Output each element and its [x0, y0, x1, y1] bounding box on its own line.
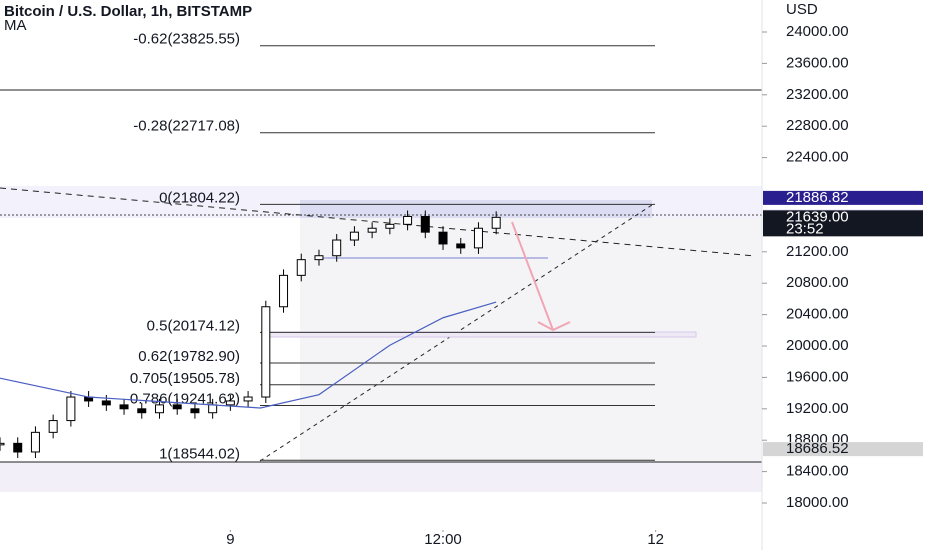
- fib-label: 0(21804.22): [159, 189, 240, 206]
- candle: [137, 408, 147, 414]
- fib-label: -0.28(22717.08): [133, 118, 240, 135]
- candle: [279, 274, 289, 308]
- candle: [438, 231, 448, 245]
- y-tick-label: 19200.00: [786, 400, 849, 417]
- candle: [456, 243, 466, 249]
- candle: [473, 227, 483, 249]
- fib-label: 0.62(19782.90): [138, 348, 240, 365]
- candle: [172, 404, 182, 410]
- candle: [101, 400, 111, 406]
- x-tick-label: 12:00: [424, 531, 462, 548]
- candle: [385, 223, 395, 229]
- candle: [66, 396, 76, 422]
- y-tick-label: 19600.00: [786, 368, 849, 385]
- fib-label: 0.705(19505.78): [130, 370, 240, 387]
- y-tick-label: 20800.00: [786, 274, 849, 291]
- price-label: 18686.52: [786, 440, 849, 457]
- y-tick-label: 24000.00: [786, 23, 849, 40]
- candle: [403, 215, 413, 225]
- candle: [0, 442, 5, 446]
- candle: [314, 255, 324, 261]
- candle: [296, 259, 306, 276]
- candle: [48, 420, 58, 433]
- candle: [367, 227, 377, 233]
- currency-label: USD: [786, 1, 818, 18]
- candle: [190, 408, 200, 414]
- zone-box: [0, 462, 762, 492]
- candle: [119, 404, 129, 410]
- price-label: 21886.82: [786, 189, 849, 206]
- candle: [13, 442, 23, 453]
- fib-label: 0.786(19241.62): [130, 391, 240, 408]
- candle: [154, 404, 164, 414]
- y-tick-label: 20000.00: [786, 337, 849, 354]
- fib-label: 1(18544.02): [159, 445, 240, 462]
- y-tick-label: 22400.00: [786, 149, 849, 166]
- candle: [225, 400, 235, 406]
- x-tick-label: 9: [226, 531, 234, 548]
- ma-line: [0, 301, 497, 409]
- candle: [420, 215, 430, 233]
- candle: [208, 404, 218, 414]
- y-tick-label: 23200.00: [786, 86, 849, 103]
- x-tick-label: 12: [647, 531, 664, 548]
- candle: [30, 431, 40, 453]
- y-tick-label: 23600.00: [786, 54, 849, 71]
- y-tick-label: 18400.00: [786, 463, 849, 480]
- price-label-box: [763, 190, 923, 205]
- indicator-label: MA: [4, 17, 27, 34]
- candle: [332, 239, 342, 257]
- candle: [349, 231, 359, 241]
- price-label-box: [763, 210, 923, 237]
- y-tick-label: 22800.00: [786, 117, 849, 134]
- fib-label: 0.5(20174.12): [147, 317, 240, 334]
- fib-label: -0.62(23825.55): [133, 31, 240, 48]
- candle: [261, 306, 271, 398]
- y-tick-label: 20400.00: [786, 306, 849, 323]
- candle: [491, 216, 501, 229]
- candle: [243, 396, 253, 402]
- y-tick-label: 18000.00: [786, 494, 849, 511]
- y-tick-label: 21200.00: [786, 243, 849, 260]
- countdown: 23:52: [786, 220, 824, 237]
- chart-title: Bitcoin / U.S. Dollar, 1h, BITSTAMP: [4, 3, 252, 20]
- price-label-box: [763, 442, 923, 457]
- trend-line: [0, 187, 756, 257]
- price-label: 21639.00: [786, 208, 849, 225]
- arrow: [511, 221, 571, 332]
